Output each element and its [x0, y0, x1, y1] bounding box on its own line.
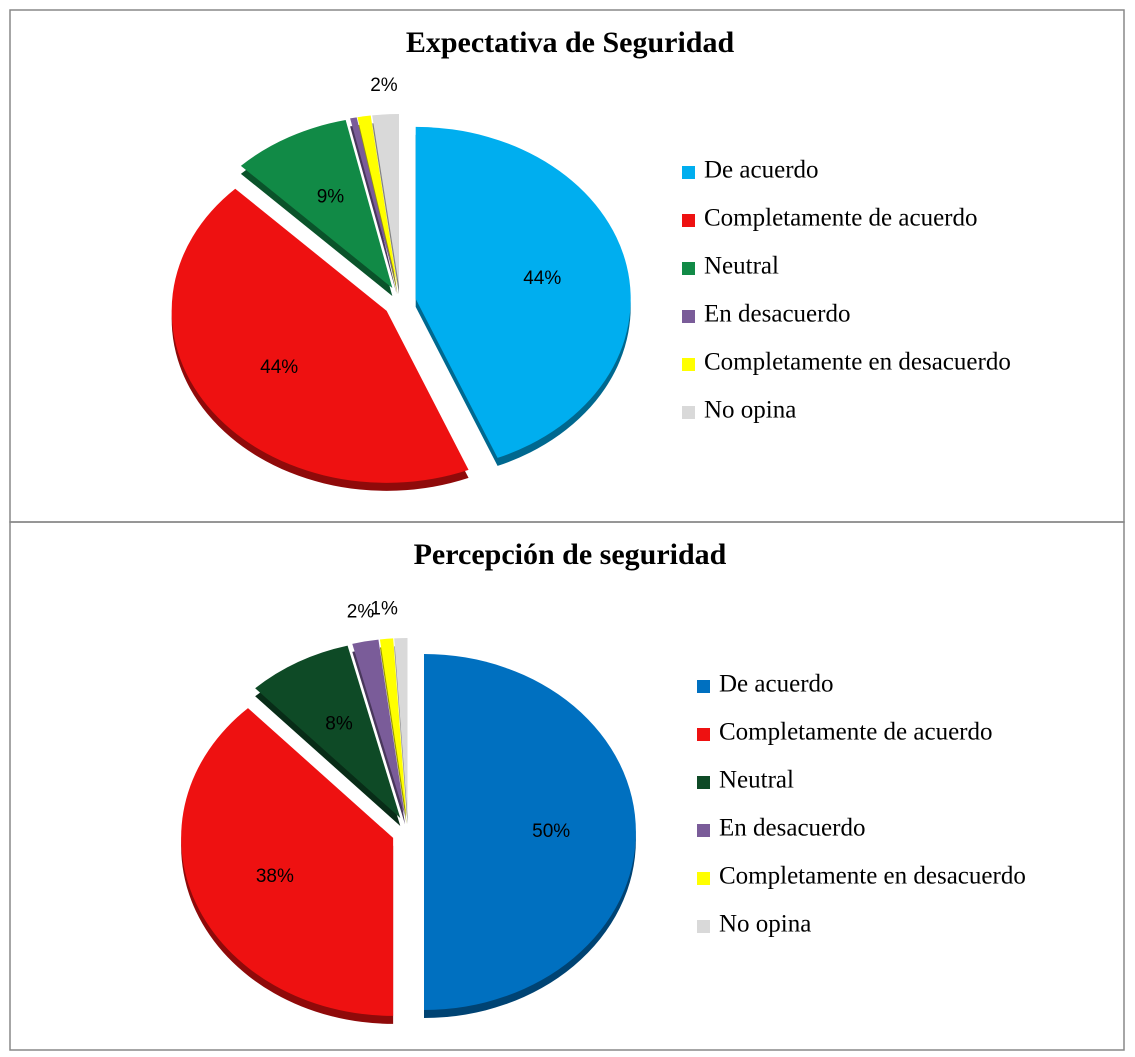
legend-swatch — [682, 406, 695, 419]
legend-label: De acuerdo — [704, 157, 819, 184]
legend-label: Completamente de acuerdo — [704, 205, 978, 232]
slice — [372, 114, 400, 287]
data-label: 38% — [256, 866, 294, 887]
legend-label: En desacuerdo — [719, 815, 865, 842]
data-label: 44% — [260, 357, 298, 378]
data-label: 2% — [347, 601, 375, 622]
slice — [394, 638, 408, 817]
slice — [171, 188, 469, 483]
legend-swatch — [682, 262, 695, 275]
data-label: 8% — [325, 713, 353, 734]
legend-swatch — [682, 166, 695, 179]
legend-label: De acuerdo — [719, 671, 834, 698]
slice — [357, 115, 398, 287]
legend-label: No opina — [704, 397, 796, 424]
slice-depth — [379, 646, 407, 825]
legend-label: Neutral — [704, 253, 779, 280]
data-label: 1% — [370, 599, 398, 620]
legend-label: Completamente de acuerdo — [719, 719, 993, 746]
legend-swatch — [682, 214, 695, 227]
legend-label: Neutral — [719, 767, 794, 794]
data-label: 44% — [523, 268, 561, 289]
panel-border — [9, 521, 1125, 1051]
slice — [350, 117, 397, 287]
legend-swatch — [697, 872, 710, 885]
slice-depth — [350, 125, 397, 295]
data-label: 2% — [370, 75, 398, 96]
slice — [181, 708, 394, 1016]
slice-depth — [352, 647, 406, 825]
legend-swatch — [697, 680, 710, 693]
legend-swatch — [697, 776, 710, 789]
legend-swatch — [697, 728, 710, 741]
legend-swatch — [682, 310, 695, 323]
chart-title: Expectativa de Seguridad — [406, 26, 735, 59]
slice — [255, 645, 401, 818]
chart-title: Percepción de seguridad — [414, 538, 727, 571]
legend-swatch — [682, 358, 695, 371]
slice — [379, 638, 407, 817]
legend-label: En desacuerdo — [704, 301, 850, 328]
legend-swatch — [697, 920, 710, 933]
data-label: 9% — [317, 186, 345, 207]
legend-swatch — [697, 824, 710, 837]
slice — [352, 639, 406, 817]
legend-label: Completamente en desacuerdo — [704, 349, 1011, 376]
slice — [415, 126, 631, 458]
data-label: 50% — [532, 821, 570, 842]
legend-label: Completamente en desacuerdo — [719, 863, 1026, 890]
legend-label: No opina — [719, 911, 811, 938]
slice — [240, 120, 393, 288]
slice — [424, 654, 636, 1010]
